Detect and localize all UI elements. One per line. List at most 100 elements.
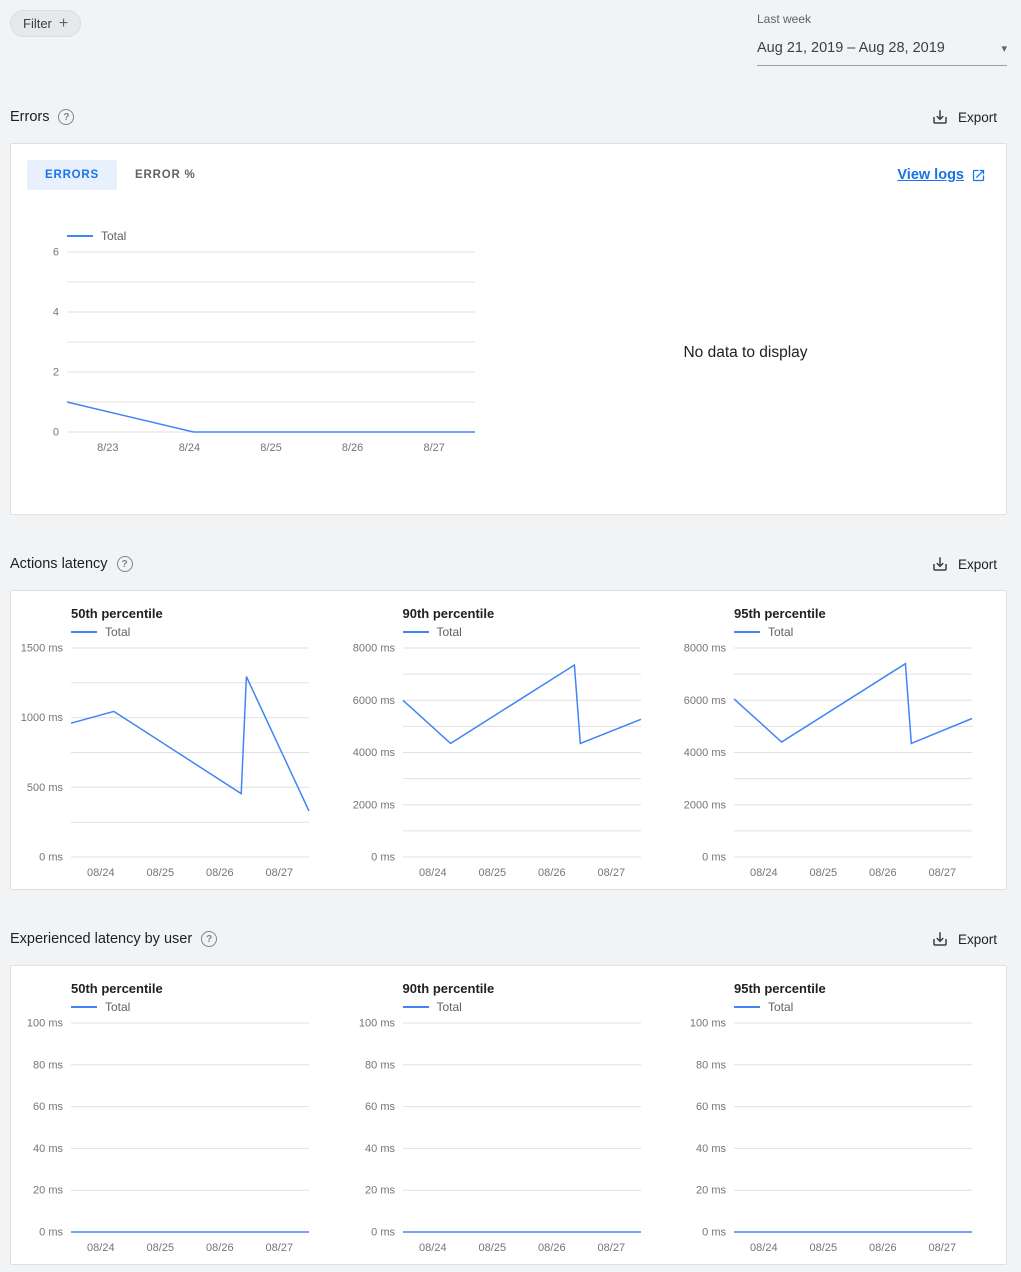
no-data-text: No data to display — [683, 344, 808, 361]
errors-card-body: Total 0 2 4 6 8/23 8/24 8/25 8/26 8/27 No data t… — [11, 190, 1006, 516]
svg-text:08/24: 08/24 — [750, 1242, 778, 1254]
actions-latency-95th-chart: 0 ms 2000 ms 4000 ms 6000 ms 8000 ms 08/24 08/… — [682, 642, 982, 885]
legend-line-swatch — [71, 631, 97, 633]
help-icon[interactable]: ? — [116, 556, 133, 572]
svg-text:1500 ms: 1500 ms — [21, 643, 64, 655]
svg-text:08/24: 08/24 — [419, 1242, 447, 1254]
errors-line-chart: 0 2 4 6 8/23 8/24 8/25 8/26 8/27 — [27, 246, 485, 460]
help-icon[interactable]: ? — [201, 931, 218, 947]
svg-text:08/25: 08/25 — [478, 1242, 506, 1254]
date-range-caption: Last week — [757, 12, 812, 26]
svg-text:2: 2 — [53, 367, 59, 379]
help-icon[interactable]: ? — [58, 109, 75, 125]
svg-text:0 ms: 0 ms — [39, 1227, 63, 1239]
svg-text:08/26: 08/26 — [206, 1242, 234, 1254]
svg-text:8/25: 8/25 — [260, 442, 281, 454]
svg-text:8/24: 8/24 — [179, 442, 200, 454]
svg-text:0 ms: 0 ms — [371, 1227, 395, 1239]
no-data-region: No data to display — [485, 190, 1006, 516]
svg-text:4000 ms: 4000 ms — [352, 747, 395, 759]
svg-text:08/24: 08/24 — [750, 867, 778, 879]
tab-errors[interactable]: ERRORS — [27, 160, 118, 190]
view-logs-label: View logs — [897, 167, 964, 183]
chart-legend: Total — [734, 624, 982, 640]
date-range-value: Aug 21, 2019 – Aug 28, 2019 — [757, 40, 945, 56]
svg-text:40 ms: 40 ms — [33, 1143, 63, 1155]
user-latency-card: 50th percentile Total 0 ms 20 ms 40 ms 60 m… — [10, 965, 1007, 1265]
svg-text:2000 ms: 2000 ms — [684, 799, 727, 811]
download-icon — [933, 557, 947, 571]
svg-text:0: 0 — [53, 427, 59, 439]
svg-text:8/27: 8/27 — [423, 442, 444, 454]
svg-text:08/27: 08/27 — [929, 1242, 957, 1254]
actions-latency-card: 50th percentile Total 0 ms 500 ms 1000 ms 1… — [10, 590, 1007, 890]
svg-text:08/25: 08/25 — [810, 867, 838, 879]
svg-text:100 ms: 100 ms — [358, 1018, 395, 1030]
svg-text:08/27: 08/27 — [266, 1242, 294, 1254]
date-range-select[interactable]: Aug 21, 2019 – Aug 28, 2019 ▾ — [757, 40, 1007, 66]
svg-text:4000 ms: 4000 ms — [684, 747, 727, 759]
actions-latency-section-title: Actions latency ? — [10, 556, 133, 572]
user-latency-section-header: Experienced latency by user ? Export — [10, 926, 997, 952]
svg-text:2000 ms: 2000 ms — [352, 799, 395, 811]
legend-line-swatch — [67, 235, 93, 237]
plus-icon: + — [58, 14, 69, 32]
svg-text:20 ms: 20 ms — [696, 1185, 726, 1197]
svg-text:6000 ms: 6000 ms — [352, 695, 395, 707]
svg-text:20 ms: 20 ms — [365, 1185, 395, 1197]
export-label: Export — [957, 109, 997, 125]
tab-error-percent[interactable]: ERROR % — [135, 169, 196, 181]
svg-text:08/27: 08/27 — [597, 1242, 625, 1254]
svg-text:08/25: 08/25 — [810, 1242, 838, 1254]
svg-text:8000 ms: 8000 ms — [684, 643, 727, 655]
svg-text:08/27: 08/27 — [929, 867, 957, 879]
chart-legend: Total — [71, 624, 319, 640]
legend-label: Total — [768, 625, 794, 639]
legend-line-swatch — [734, 631, 760, 633]
section-title-text: Actions latency — [10, 556, 108, 572]
svg-text:0 ms: 0 ms — [702, 1227, 726, 1239]
export-button[interactable]: Export — [931, 555, 997, 573]
user-latency-90th-chart: 0 ms 20 ms 40 ms 60 ms 80 ms 100 ms 08/24 08/25… — [351, 1017, 651, 1260]
svg-text:08/26: 08/26 — [538, 1242, 566, 1254]
export-button[interactable]: Export — [931, 108, 997, 126]
legend-label: Total — [436, 625, 462, 639]
legend-label: Total — [101, 229, 127, 243]
svg-text:80 ms: 80 ms — [696, 1059, 726, 1071]
download-icon — [933, 932, 947, 946]
svg-text:60 ms: 60 ms — [365, 1101, 395, 1113]
svg-text:08/26: 08/26 — [206, 867, 234, 879]
user-latency-95th: 95th percentile Total 0 ms 20 ms 40 ms 60 m… — [682, 981, 982, 1264]
svg-text:08/26: 08/26 — [869, 867, 897, 879]
view-logs-link[interactable]: View logs — [897, 167, 986, 183]
svg-text:8/23: 8/23 — [97, 442, 118, 454]
chart-title: 95th percentile — [734, 981, 826, 996]
svg-text:6000 ms: 6000 ms — [684, 695, 727, 707]
chart-legend: Total — [67, 228, 485, 244]
svg-text:0 ms: 0 ms — [371, 852, 395, 864]
svg-text:8000 ms: 8000 ms — [352, 643, 395, 655]
svg-text:40 ms: 40 ms — [696, 1143, 726, 1155]
export-button[interactable]: Export — [931, 930, 997, 948]
chart-title: 90th percentile — [402, 606, 495, 621]
chevron-down-icon: ▾ — [1001, 42, 1007, 55]
errors-card: ERRORS ERROR % View logs Total 0 2 4 6 8/23 8… — [10, 143, 1007, 515]
svg-text:40 ms: 40 ms — [365, 1143, 395, 1155]
svg-text:100 ms: 100 ms — [27, 1018, 64, 1030]
svg-text:100 ms: 100 ms — [690, 1018, 727, 1030]
legend-line-swatch — [71, 1006, 97, 1008]
svg-text:4: 4 — [53, 307, 59, 319]
svg-text:08/24: 08/24 — [87, 867, 115, 879]
legend-line-swatch — [734, 1006, 760, 1008]
export-label: Export — [957, 556, 997, 572]
svg-text:08/25: 08/25 — [147, 867, 175, 879]
svg-text:08/25: 08/25 — [478, 867, 506, 879]
legend-label: Total — [105, 1000, 131, 1014]
filter-button[interactable]: Filter + — [10, 10, 82, 37]
chart-legend: Total — [402, 624, 651, 640]
section-title-text: Errors — [10, 109, 50, 125]
svg-text:60 ms: 60 ms — [696, 1101, 726, 1113]
errors-section-header: Errors ? Export — [10, 104, 997, 130]
svg-text:80 ms: 80 ms — [365, 1059, 395, 1071]
